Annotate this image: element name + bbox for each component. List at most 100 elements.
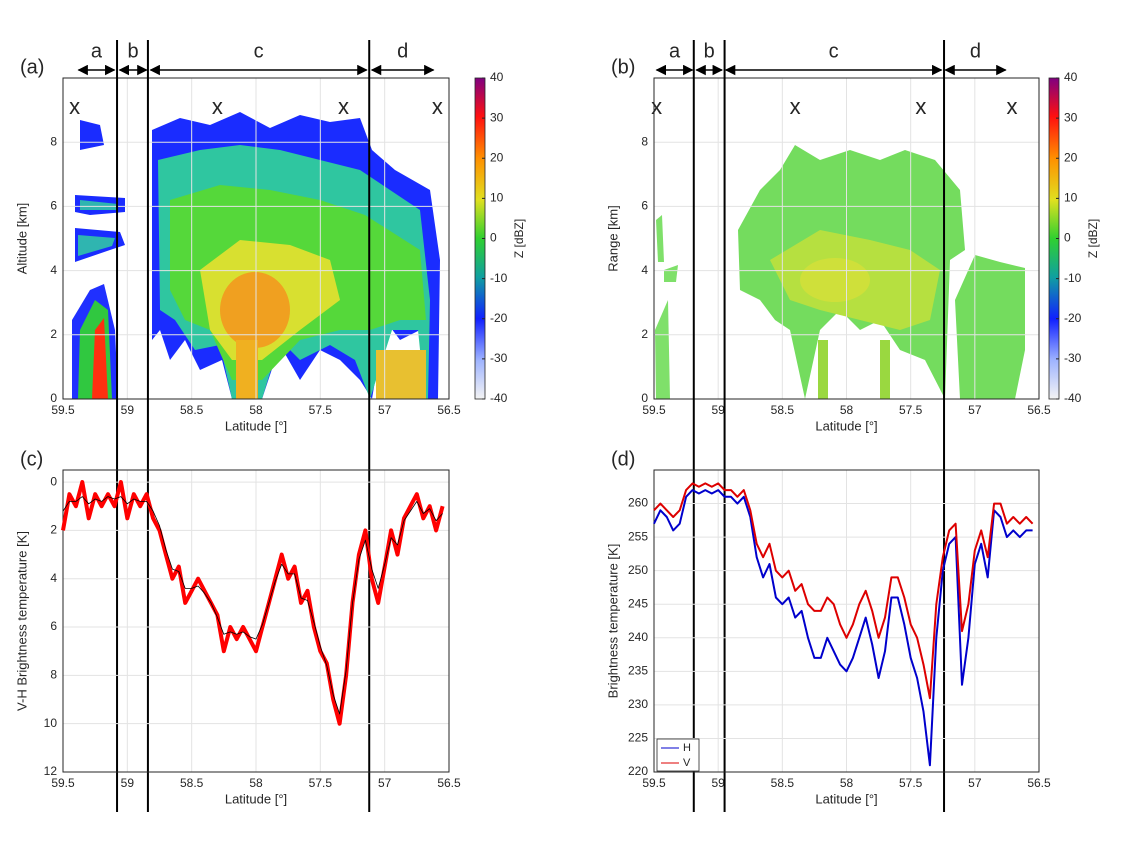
segment-label: d <box>397 40 408 62</box>
radar-field-b <box>655 145 1025 399</box>
legend-label: H <box>683 742 691 754</box>
y-tick-label: 8 <box>50 668 57 682</box>
position-marker: x <box>915 94 926 119</box>
y-tick-label: 4 <box>50 263 57 277</box>
x-tick-label: 57.5 <box>309 403 333 417</box>
x-tick-label: 57 <box>968 403 982 417</box>
y-tick-label: 0 <box>50 391 57 405</box>
x-axis-label: Latitude [°] <box>815 418 877 433</box>
position-marker: x <box>1007 94 1018 119</box>
y-tick-label: 6 <box>50 619 57 633</box>
data-line <box>653 489 1033 767</box>
y-axis-label: Range [km] <box>605 205 620 271</box>
data-line <box>653 482 1034 700</box>
segment-label: c <box>829 40 839 62</box>
colorbar-label: Z [dBZ] <box>1086 219 1100 258</box>
panel-title: (c) <box>20 448 43 470</box>
colorbar-tick-label: 20 <box>490 150 504 164</box>
segment-label: d <box>970 40 981 62</box>
x-tick-label: 59 <box>711 776 725 790</box>
segment-label: a <box>669 40 681 62</box>
x-tick-label: 58.5 <box>180 403 204 417</box>
x-tick-label: 56.5 <box>1027 403 1051 417</box>
colorbar-tick-label: 40 <box>1064 70 1078 84</box>
x-tick-label: 56.5 <box>1027 776 1051 790</box>
colorbar-tick-label: 30 <box>1064 110 1078 124</box>
y-tick-label: 10 <box>44 716 58 730</box>
y-tick-label: 4 <box>50 571 57 585</box>
x-axis-label: Latitude [°] <box>225 791 287 806</box>
colorbar-label: Z [dBZ] <box>512 219 526 258</box>
y-tick-label: 240 <box>628 630 648 644</box>
x-tick-label: 59 <box>121 776 135 790</box>
colorbar-tick-label: 10 <box>490 191 504 205</box>
colorbar-tick-label: 0 <box>490 231 497 245</box>
y-axis-label: V-H Brightness temperature [K] <box>14 531 29 711</box>
position-marker: x <box>790 94 801 119</box>
colorbar-tick-label: -30 <box>490 351 508 365</box>
radar-field-a <box>72 112 440 399</box>
panel-title: (d) <box>611 448 635 470</box>
colorbar-tick-label: -20 <box>490 311 508 325</box>
colorbar-tick-label: 30 <box>490 110 504 124</box>
colorbar-tick-label: 20 <box>1064 150 1078 164</box>
position-marker: x <box>69 94 80 119</box>
y-tick-label: 2 <box>50 327 57 341</box>
y-tick-label: 4 <box>641 263 648 277</box>
colorbar-tick-label: -40 <box>490 391 508 405</box>
y-tick-label: 0 <box>50 474 57 488</box>
axes-box <box>62 469 450 773</box>
x-tick-label: 56.5 <box>437 776 461 790</box>
colorbar-tick-label: -40 <box>1064 391 1082 405</box>
position-marker: x <box>212 94 223 119</box>
x-tick-label: 59 <box>121 403 135 417</box>
segment-label: b <box>704 40 715 62</box>
y-tick-label: 245 <box>628 596 648 610</box>
y-axis-label: Brightness temperature [K] <box>605 544 620 699</box>
panel-title: (a) <box>20 56 44 78</box>
y-tick-label: 255 <box>628 529 648 543</box>
x-tick-label: 56.5 <box>437 403 461 417</box>
legend-label: V <box>683 757 691 769</box>
data-line <box>61 480 445 726</box>
y-tick-label: 6 <box>50 199 57 213</box>
y-tick-label: 8 <box>641 134 648 148</box>
y-tick-label: 12 <box>44 764 58 778</box>
x-tick-label: 57.5 <box>899 403 923 417</box>
y-tick-label: 235 <box>628 664 648 678</box>
y-tick-label: 225 <box>628 731 648 745</box>
x-tick-label: 59.5 <box>51 403 75 417</box>
segment-label: a <box>91 40 103 62</box>
x-tick-label: 57 <box>378 403 392 417</box>
colorbar-tick-label: -20 <box>1064 311 1082 325</box>
y-tick-label: 250 <box>628 563 648 577</box>
y-tick-label: 230 <box>628 697 648 711</box>
x-tick-label: 59.5 <box>51 776 75 790</box>
position-marker: x <box>432 94 443 119</box>
panel-title: (b) <box>611 56 635 78</box>
y-tick-label: 6 <box>641 199 648 213</box>
axes-box <box>653 469 1040 773</box>
x-tick-label: 58.5 <box>771 776 795 790</box>
axes-box <box>62 77 450 400</box>
y-tick-label: 260 <box>628 496 648 510</box>
x-tick-label: 58 <box>249 776 263 790</box>
position-marker: x <box>651 94 662 119</box>
x-tick-label: 58.5 <box>771 403 795 417</box>
x-tick-label: 58 <box>840 776 854 790</box>
colorbar-tick-label: -10 <box>490 271 508 285</box>
position-marker: x <box>338 94 349 119</box>
x-tick-label: 58 <box>840 403 854 417</box>
colorbar-tick-label: 0 <box>1064 231 1071 245</box>
x-axis-label: Latitude [°] <box>815 791 877 806</box>
colorbar-tick-label: 40 <box>490 70 504 84</box>
x-tick-label: 57.5 <box>899 776 923 790</box>
colorbar-tick-label: -10 <box>1064 271 1082 285</box>
colorbar-tick-label: -30 <box>1064 351 1082 365</box>
x-tick-label: 57 <box>378 776 392 790</box>
x-tick-label: 59.5 <box>642 403 666 417</box>
x-axis-label: Latitude [°] <box>225 418 287 433</box>
y-tick-label: 8 <box>50 134 57 148</box>
